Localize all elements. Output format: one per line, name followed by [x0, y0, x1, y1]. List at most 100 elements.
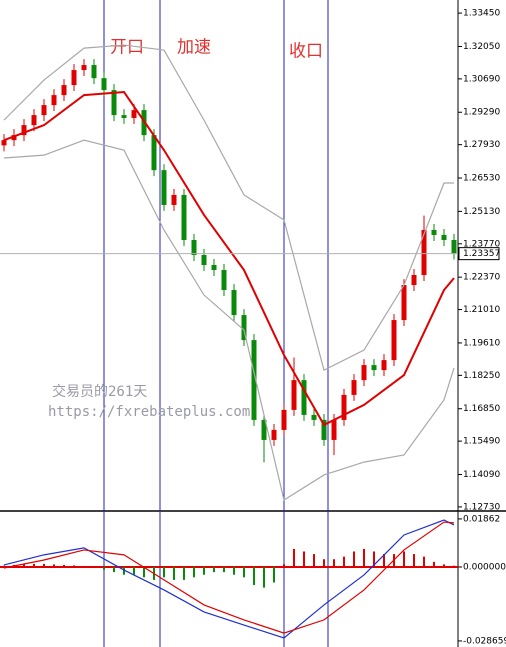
histogram-bar	[453, 565, 455, 567]
y-tick-label: 1.26530	[463, 174, 500, 184]
candle-body	[81, 65, 87, 71]
candle-body	[111, 90, 117, 116]
y-tick-label: 1.32050	[463, 42, 500, 52]
candle-body	[261, 419, 267, 440]
candle-body	[101, 78, 107, 91]
watermark: 交易员的261天	[52, 383, 147, 400]
annotation: 加速	[177, 38, 211, 58]
candle-body	[121, 115, 127, 118]
candle-body	[341, 394, 347, 420]
indicator-line	[3, 519, 455, 639]
y-tick-label: 0.01862	[463, 514, 500, 524]
histogram-bar	[333, 559, 335, 567]
y-tick-label: 1.21010	[463, 305, 500, 315]
histogram-bar	[83, 565, 85, 567]
candle-body	[201, 255, 207, 266]
histogram-bar	[163, 566, 165, 578]
histogram-bar	[3, 565, 5, 567]
histogram-bar	[53, 564, 55, 567]
y-tick-label: 1.19610	[463, 338, 500, 348]
candle-body	[1, 140, 7, 146]
y-tick-label: 1.30690	[463, 74, 500, 84]
candle-body	[411, 275, 417, 286]
candle-body	[171, 194, 177, 205]
histogram-bar	[433, 561, 435, 567]
candle-body	[371, 365, 377, 371]
y-tick-label: 1.33450	[463, 9, 500, 19]
histogram-bar	[373, 551, 375, 567]
histogram-bar	[183, 566, 185, 580]
histogram-bar	[273, 566, 275, 583]
candle-body	[131, 110, 137, 118]
candle-body	[441, 234, 447, 240]
histogram-bar	[363, 548, 365, 567]
candle-body	[251, 340, 257, 420]
histogram-bar	[283, 564, 285, 567]
histogram-bar	[243, 566, 245, 578]
histogram-bar	[43, 563, 45, 567]
histogram-bar	[173, 566, 175, 580]
indicator-line	[3, 139, 455, 501]
histogram-bar	[223, 566, 225, 573]
y-tick-label: 1.15490	[463, 437, 500, 447]
y-tick-label: 1.27930	[463, 140, 500, 150]
candle-body	[11, 135, 17, 141]
histogram-bar	[63, 564, 65, 567]
histogram-bar	[203, 566, 205, 575]
histogram-bar	[383, 554, 385, 567]
y-tick-label: 1.29290	[463, 108, 500, 118]
y-tick-label: 1.14090	[463, 470, 500, 480]
histogram-bar	[103, 566, 105, 570]
candle-body	[241, 315, 247, 341]
indicator-line	[3, 90, 455, 427]
candle-body	[351, 380, 357, 395]
candle-body	[321, 419, 327, 440]
y-tick-label: 0.000000	[463, 562, 506, 572]
histogram-bar	[233, 566, 235, 575]
candle-body	[291, 380, 297, 410]
y-tick-label: 1.23770	[463, 239, 500, 249]
period-lines	[103, 0, 329, 647]
candle-body	[61, 85, 67, 96]
histogram-bar	[193, 566, 195, 578]
candle-body	[401, 285, 407, 321]
candle-body	[301, 380, 307, 415]
histogram-bar	[253, 566, 255, 586]
watermark: https://fxrebateplus.com	[48, 404, 250, 420]
candle-body	[231, 290, 237, 316]
histogram-bar	[23, 564, 25, 567]
candle-body	[221, 270, 227, 291]
annotation: 开口	[110, 38, 144, 58]
candle-body	[191, 239, 197, 255]
histogram-bar	[303, 551, 305, 567]
histogram-bar	[143, 566, 145, 578]
candle-body	[211, 265, 217, 271]
histogram-bar	[323, 559, 325, 567]
annotation: 收口	[289, 42, 323, 62]
histogram-bar	[313, 554, 315, 567]
y-tick-label: -0.028659	[463, 636, 506, 646]
current-price-label: 1.23357	[463, 249, 500, 259]
histogram-bar	[113, 566, 115, 573]
histogram-bar	[423, 556, 425, 567]
histogram-bar	[293, 548, 295, 567]
candle-body	[431, 229, 437, 235]
histogram-bar	[33, 563, 35, 567]
candle-body	[71, 70, 77, 86]
y-tick-label: 1.25130	[463, 207, 500, 217]
histogram-bar	[353, 551, 355, 567]
candle-body	[151, 135, 157, 171]
candle-body	[51, 95, 57, 106]
histogram-bar	[263, 566, 265, 588]
candle-body	[21, 125, 27, 136]
indicator-line	[3, 521, 455, 634]
candle-body	[271, 429, 277, 440]
candle-body	[41, 105, 47, 116]
histogram-bar	[413, 554, 415, 567]
histogram-bar	[403, 551, 405, 567]
y-tick-label: 1.18250	[463, 371, 500, 381]
candle-body	[381, 360, 387, 371]
candle-body	[391, 320, 397, 361]
